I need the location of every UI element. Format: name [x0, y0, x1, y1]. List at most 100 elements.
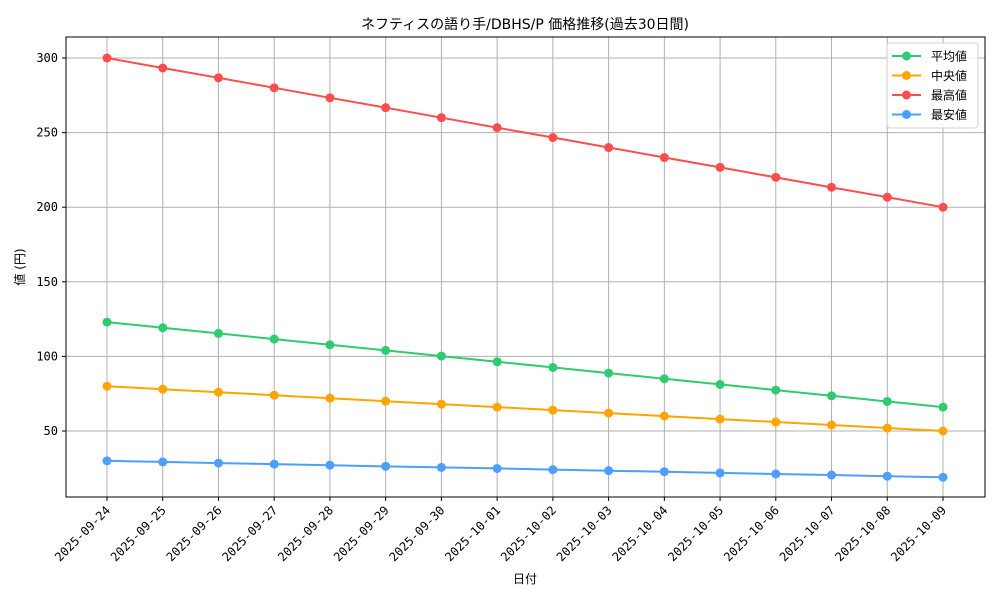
- y-tick-label: 250: [36, 126, 58, 140]
- data-point: [659, 153, 669, 163]
- data-point: [436, 462, 446, 472]
- x-tick-label: 2025-10-05: [665, 503, 726, 564]
- series-path: [106, 459, 944, 479]
- y-tick-label: 50: [44, 424, 58, 438]
- data-point: [436, 113, 446, 123]
- x-tick-label: 2025-09-30: [387, 503, 448, 564]
- y-tick-label: 300: [36, 51, 58, 65]
- series-line: [102, 53, 948, 212]
- x-tick-label: 2025-09-26: [164, 503, 225, 564]
- data-point: [604, 368, 614, 378]
- data-point: [436, 351, 446, 361]
- data-point: [938, 472, 948, 482]
- data-point: [604, 466, 614, 476]
- x-axis-label: 日付: [513, 572, 537, 586]
- y-tick-label: 200: [36, 200, 58, 214]
- x-tick-label: 2025-10-04: [609, 503, 670, 564]
- data-point: [715, 379, 725, 389]
- data-point: [827, 182, 837, 192]
- x-tick-label: 2025-10-06: [721, 503, 782, 564]
- data-point: [213, 387, 223, 397]
- x-tick-label: 2025-09-28: [275, 503, 336, 564]
- data-point: [381, 396, 391, 406]
- data-point: [548, 405, 558, 415]
- legend-item: 平均値: [892, 49, 967, 64]
- data-point: [548, 362, 558, 372]
- data-point: [102, 456, 112, 466]
- x-tick-label: 2025-09-29: [331, 503, 392, 564]
- legend-marker-icon: [902, 90, 911, 100]
- x-tick-label: 2025-10-01: [442, 503, 503, 564]
- legend-label: 最安値: [931, 107, 967, 122]
- legend-item: 最高値: [892, 88, 967, 103]
- data-point: [938, 202, 948, 212]
- data-point: [325, 460, 335, 470]
- data-point: [213, 328, 223, 338]
- legend-item: 中央値: [892, 68, 967, 83]
- data-point: [492, 402, 502, 412]
- data-point: [882, 423, 892, 433]
- data-point: [492, 357, 502, 367]
- data-point: [102, 381, 112, 391]
- y-tick-label: 150: [36, 275, 58, 289]
- data-point: [882, 192, 892, 202]
- data-point: [715, 468, 725, 478]
- x-tick-label: 2025-10-08: [832, 503, 893, 564]
- data-point: [771, 172, 781, 182]
- chart-title: ネフティスの語り手/DBHS/P 価格推移(過去30日間): [361, 17, 689, 33]
- data-point: [269, 390, 279, 400]
- x-tick-label: 2025-10-07: [777, 503, 838, 564]
- axes-frame: [65, 36, 986, 498]
- y-tick-label: 100: [36, 349, 58, 363]
- data-point: [381, 461, 391, 471]
- legend-box: [886, 42, 979, 129]
- data-point: [827, 470, 837, 480]
- data-point: [715, 162, 725, 172]
- data-point: [882, 396, 892, 406]
- series-line: [102, 381, 948, 436]
- data-point: [213, 73, 223, 83]
- data-point: [492, 463, 502, 473]
- x-tick-label: 2025-10-09: [888, 503, 949, 564]
- y-axis-label: 値 (円): [12, 248, 27, 285]
- data-point: [325, 393, 335, 403]
- data-point: [492, 123, 502, 133]
- series-line: [102, 456, 948, 482]
- series-path: [106, 57, 944, 209]
- x-tick-label: 2025-09-25: [108, 503, 169, 564]
- data-point: [771, 385, 781, 395]
- data-point: [213, 458, 223, 468]
- data-point: [659, 374, 669, 384]
- grid-lines: [66, 37, 985, 497]
- data-point: [381, 103, 391, 113]
- data-point: [158, 384, 168, 394]
- series-path: [106, 321, 944, 409]
- x-tick-label: 2025-09-24: [52, 503, 113, 564]
- data-point: [882, 471, 892, 481]
- data-point: [827, 391, 837, 401]
- x-tick-label: 2025-10-03: [554, 503, 615, 564]
- data-point: [938, 402, 948, 412]
- data-point: [325, 93, 335, 103]
- legend-marker-icon: [902, 71, 911, 80]
- data-point: [771, 417, 781, 427]
- y-axis: 50 100 150 200 250 300: [36, 51, 66, 438]
- legend-label: 平均値: [931, 49, 967, 64]
- data-point: [325, 340, 335, 350]
- data-point: [659, 467, 669, 477]
- data-point: [269, 459, 279, 469]
- legend-marker-icon: [902, 51, 911, 61]
- data-point: [938, 426, 948, 436]
- data-point: [659, 411, 669, 421]
- data-point: [381, 345, 391, 355]
- data-point: [604, 408, 614, 418]
- series-line: [102, 317, 948, 412]
- data-point: [269, 334, 279, 344]
- series-path: [106, 385, 944, 432]
- data-point: [436, 399, 446, 409]
- data-point: [102, 53, 112, 63]
- x-tick-label: 2025-10-02: [498, 503, 559, 564]
- x-tick-label: 2025-09-27: [219, 503, 280, 564]
